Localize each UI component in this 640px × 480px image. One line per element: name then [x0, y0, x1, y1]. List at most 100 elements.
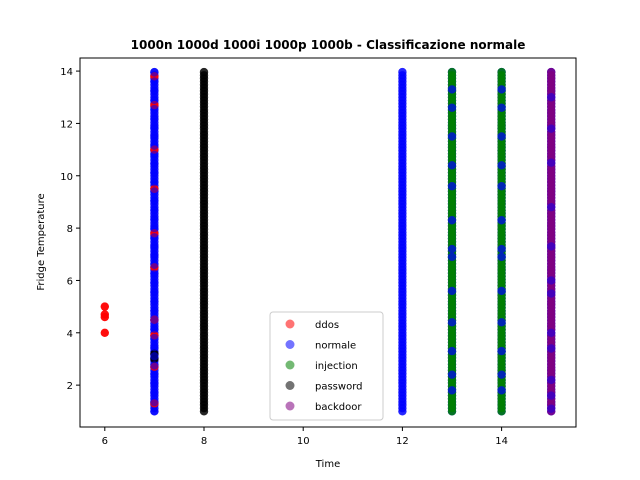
point-normale: [447, 216, 457, 225]
point-normale: [497, 103, 506, 112]
x-tick-label: 14: [495, 436, 508, 447]
point-normale: [150, 159, 159, 169]
point-normale: [447, 318, 457, 327]
y-axis-label: Fridge Temperature: [36, 193, 47, 290]
point-normale: [150, 196, 159, 205]
point-normale: [497, 216, 506, 225]
point-normale: [497, 182, 506, 191]
x-axis-label: Time: [315, 459, 340, 470]
point-normale: [447, 161, 457, 170]
point-normale: [447, 370, 457, 379]
point-injection: [447, 67, 457, 77]
point-normale: [447, 286, 457, 296]
point-normale: [150, 141, 159, 150]
point-normale: [547, 328, 556, 337]
legend-marker-injection: [285, 360, 295, 370]
y-tick-label: 8: [67, 224, 73, 235]
plot-frame: [79, 57, 577, 428]
point-normale: [150, 77, 159, 86]
point-normale: [547, 344, 556, 353]
point-normale: [150, 132, 159, 141]
point-normale: [150, 269, 159, 279]
point-normale: [547, 289, 556, 298]
point-normale: [497, 85, 506, 94]
point-normale: [150, 95, 159, 105]
point-normale: [150, 306, 159, 315]
point-normale: [398, 67, 407, 77]
point-backdoor: [547, 67, 556, 77]
point-normale: [150, 187, 159, 196]
x-tick-label: 6: [102, 436, 108, 447]
point-normale: [447, 182, 457, 191]
point-normale: [497, 132, 506, 141]
legend-label-backdoor: backdoor: [315, 402, 362, 413]
point-normale: [497, 244, 506, 254]
point-normale: [447, 244, 457, 254]
legend-box: [269, 311, 384, 421]
point-normale: [547, 202, 556, 212]
y-tick-label: 4: [67, 329, 73, 340]
chart-title: 1000n 1000d 1000i 1000p 1000b - Classifi…: [131, 38, 526, 52]
y-tick-label: 12: [60, 119, 73, 130]
point-normale: [150, 379, 159, 389]
x-tick-label: 12: [396, 436, 409, 447]
point-normale: [150, 278, 159, 288]
x-tick-label: 8: [201, 436, 207, 447]
point-normale: [547, 391, 556, 400]
point-normale: [150, 407, 159, 416]
legend-marker-normale: [285, 340, 295, 349]
point-normale: [150, 388, 159, 398]
point-normale: [547, 124, 556, 133]
y-tick-label: 14: [60, 67, 73, 78]
point-normale: [150, 315, 159, 324]
x-axis: 6 8 10 12 14: [102, 427, 508, 447]
point-normale: [547, 242, 556, 251]
point-injection: [497, 67, 506, 77]
point-ddos: [100, 302, 110, 311]
legend-label-normale: normale: [315, 341, 356, 352]
point-normale: [150, 251, 159, 260]
point-normale: [547, 375, 556, 385]
point-normale: [150, 297, 159, 306]
point-normale: [150, 397, 159, 407]
point-normale: [150, 333, 159, 343]
point-normale: [497, 386, 506, 395]
point-normale: [547, 404, 556, 413]
point-normale: [447, 386, 457, 395]
plot-marks: [100, 67, 556, 416]
point-normale: [150, 86, 159, 95]
point-normale: [447, 85, 457, 94]
point-normale: [150, 370, 159, 379]
point-password: [199, 67, 209, 77]
point-ddos: [100, 328, 110, 337]
y-tick-label: 2: [67, 381, 73, 392]
point-normale: [150, 178, 159, 187]
legend-marker-backdoor: [285, 401, 295, 411]
point-normale: [447, 346, 457, 356]
point-normale: [447, 132, 457, 141]
point-normale: [150, 223, 159, 233]
point-normale: [447, 103, 457, 112]
y-axis: 2 4 6 8 10 12 14: [60, 67, 80, 392]
point-normale: [150, 68, 159, 77]
legend: ddos normale injection password backdoor: [269, 311, 384, 421]
point-normale: [497, 161, 506, 170]
point-normale: [150, 113, 159, 123]
point-normale: [150, 242, 159, 251]
y-tick-label: 10: [60, 172, 73, 183]
point-normale: [447, 252, 457, 262]
point-normale: [547, 276, 556, 285]
point-normale: [150, 168, 159, 178]
x-tick-label: 10: [297, 436, 310, 447]
point-normale: [497, 318, 506, 327]
point-normale: [497, 286, 506, 296]
legend-label-injection: injection: [315, 361, 358, 372]
point-normale: [150, 324, 159, 334]
point-normale: [150, 150, 159, 160]
point-normale: [150, 205, 159, 214]
point-normale: [150, 214, 159, 224]
point-normale: [497, 370, 506, 379]
point-normale: [497, 252, 506, 262]
point-normale: [150, 288, 159, 297]
